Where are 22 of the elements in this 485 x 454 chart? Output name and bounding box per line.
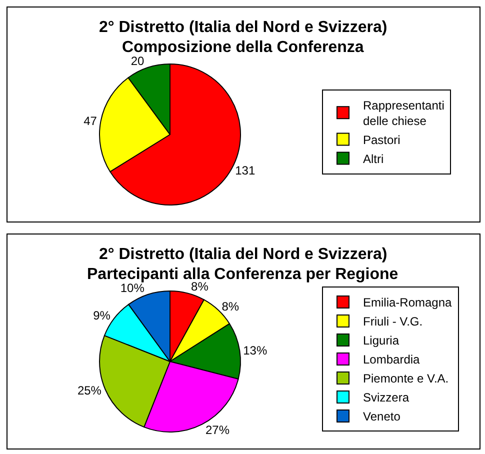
legend-label: Veneto bbox=[363, 410, 401, 424]
data-label: 131 bbox=[235, 163, 256, 178]
legend-label: Pastori bbox=[363, 132, 400, 147]
data-label: 10% bbox=[120, 281, 145, 296]
data-label: 47 bbox=[84, 114, 98, 128]
legend-label: Altri bbox=[363, 152, 384, 166]
legend-label: Friuli - V.G. bbox=[363, 314, 423, 329]
chart-title: 2° Distretto (Italia del Nord e Svizzera) bbox=[99, 246, 388, 263]
legend-label: Piemonte e V.A. bbox=[363, 372, 449, 386]
chart-subtitle: Composizione della Conferenza bbox=[122, 39, 364, 56]
data-label: 8% bbox=[222, 299, 240, 314]
legend-label: Lombardia bbox=[363, 352, 420, 367]
data-label: 27% bbox=[206, 422, 230, 437]
chart-title: 2° Distretto (Italia del Nord e Svizzera) bbox=[99, 19, 388, 36]
data-label: 25% bbox=[77, 384, 102, 398]
data-label: 20 bbox=[130, 54, 144, 68]
legend-label: Rappresentanti delle chiese bbox=[363, 98, 444, 128]
legend-label: Liguria bbox=[363, 334, 400, 348]
data-label: 9% bbox=[93, 308, 111, 323]
legend-label: Emilia-Romagna bbox=[363, 296, 452, 310]
legend-label: Svizzera bbox=[363, 390, 410, 405]
data-label: 13% bbox=[243, 343, 268, 358]
